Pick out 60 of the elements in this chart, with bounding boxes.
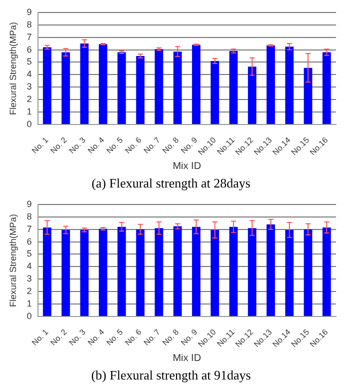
x-tick-label: No. 2 <box>48 327 70 348</box>
x-axis-title: Mix ID <box>172 161 202 172</box>
x-tick-label: No. 8 <box>160 135 181 156</box>
y-tick-label: 0 <box>26 119 32 129</box>
y-axis-title: Flexural Strength(MPa) <box>8 22 18 115</box>
x-tick-label: No. 5 <box>104 135 126 156</box>
y-tick-label: 8 <box>26 211 32 222</box>
bar <box>248 66 256 124</box>
bar <box>98 44 108 124</box>
bar <box>322 52 331 124</box>
bar <box>304 68 312 124</box>
y-tick-label: 2 <box>26 286 32 296</box>
y-tick-label: 9 <box>26 6 32 17</box>
bar <box>42 47 52 124</box>
text: (b) Flexural strength at 91days <box>91 368 251 383</box>
x-tick-label: No. 1 <box>30 327 50 348</box>
x-tick-label: No. 4 <box>86 327 106 348</box>
y-tick-label: 2 <box>26 94 32 104</box>
x-tick-label: No. 3 <box>67 135 88 156</box>
x-tick-label: No. 7 <box>142 327 162 348</box>
y-tick-label: 5 <box>26 248 32 259</box>
x-tick-label: No. 9 <box>179 135 200 156</box>
x-tick-label: No. 9 <box>179 327 200 348</box>
x-tick-label: No. 5 <box>104 327 126 348</box>
bar <box>173 52 182 124</box>
y-tick-label: 5 <box>26 56 32 67</box>
y-tick-label: 8 <box>26 19 32 30</box>
y-tick-label: 1 <box>26 106 32 117</box>
bar <box>154 49 164 124</box>
x-tick-label: No. 7 <box>142 135 162 156</box>
y-tick-label: 0 <box>26 311 32 321</box>
bar <box>117 52 126 124</box>
y-axis-title: Flexural Strength(MPa) <box>8 214 18 307</box>
x-tick-label: No. 4 <box>86 135 106 156</box>
x-axis-title: Mix ID <box>172 353 202 364</box>
bar <box>136 56 145 124</box>
bar <box>210 60 220 124</box>
bar <box>62 52 70 124</box>
x-tick-label: No. 6 <box>123 327 144 348</box>
y-tick-label: 6 <box>26 44 32 54</box>
text: (a) Flexural strength at 28days <box>92 176 250 191</box>
y-tick-label: 1 <box>26 298 32 309</box>
y-tick-label: 6 <box>26 236 32 246</box>
x-tick-label: No. 1 <box>30 135 50 156</box>
bar <box>80 44 89 124</box>
bar <box>266 45 275 124</box>
y-tick-label: 7 <box>26 224 32 234</box>
y-tick-label: 7 <box>26 32 32 42</box>
bar <box>192 44 200 124</box>
y-tick-label: 4 <box>26 69 32 80</box>
y-tick-label: 3 <box>26 274 32 284</box>
bar <box>285 46 294 124</box>
x-tick-label: No. 8 <box>160 327 181 348</box>
x-tick-label: No. 6 <box>123 135 144 156</box>
bar <box>229 51 238 124</box>
y-tick-label: 4 <box>26 261 32 272</box>
x-tick-label: No. 3 <box>67 327 88 348</box>
y-tick-label: 3 <box>26 82 32 92</box>
y-tick-label: 9 <box>26 198 32 209</box>
x-tick-label: No. 2 <box>48 135 70 156</box>
